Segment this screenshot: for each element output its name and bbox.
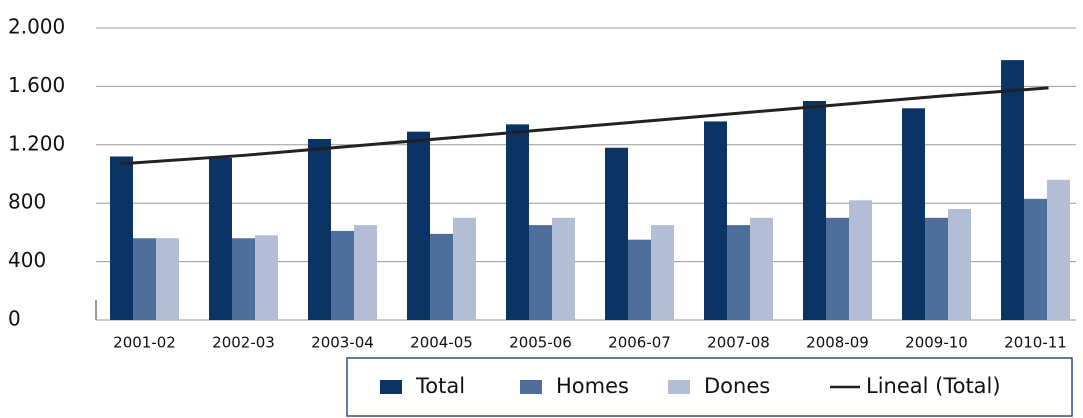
bar xyxy=(552,217,575,320)
x-tick-label: 2006-07 xyxy=(608,334,671,352)
bar xyxy=(331,230,354,320)
y-tick-label: 400 xyxy=(8,248,46,272)
bar xyxy=(628,239,651,320)
x-tick-label: 2002-03 xyxy=(212,334,275,352)
legend-box xyxy=(346,357,1073,417)
bar xyxy=(605,147,628,320)
legend-label: Total xyxy=(415,374,465,398)
legend-swatch xyxy=(668,380,690,394)
bar xyxy=(651,225,674,320)
y-tick-label: 1.200 xyxy=(8,131,65,155)
bar xyxy=(209,157,232,320)
y-tick-label: 2.000 xyxy=(8,15,65,39)
bar xyxy=(826,217,849,320)
bar xyxy=(803,101,826,320)
x-tick-label: 2005-06 xyxy=(509,334,572,352)
legend-swatch xyxy=(520,380,542,394)
bar xyxy=(506,124,529,320)
legend-label: Lineal (Total) xyxy=(866,374,1001,398)
bar xyxy=(110,156,133,320)
bar xyxy=(925,217,948,320)
legend-label: Homes xyxy=(556,374,629,398)
bar xyxy=(354,225,377,320)
bar xyxy=(1001,60,1024,321)
bar xyxy=(430,233,453,320)
x-tick-label: 2009-10 xyxy=(905,334,968,352)
bar xyxy=(750,217,773,320)
bar xyxy=(704,121,727,320)
y-tick-label: 800 xyxy=(8,190,46,214)
bar xyxy=(156,238,179,320)
bar xyxy=(727,225,750,320)
x-tick-label: 2004-05 xyxy=(410,334,473,352)
bar xyxy=(232,238,255,320)
y-tick-label: 1.600 xyxy=(8,73,65,97)
x-tick-label: 2001-02 xyxy=(113,334,176,352)
x-tick-label: 2003-04 xyxy=(311,334,374,352)
bar xyxy=(902,108,925,320)
x-tick-label: 2007-08 xyxy=(707,334,770,352)
bar xyxy=(407,131,430,320)
x-tick-label: 2010-11 xyxy=(1004,334,1067,352)
bar xyxy=(948,209,971,320)
y-tick-label: 0 xyxy=(8,307,21,331)
trend-line xyxy=(120,86,1049,166)
bar xyxy=(529,225,552,320)
bar xyxy=(1024,198,1047,320)
bar xyxy=(849,200,872,320)
bar xyxy=(308,138,331,320)
legend-swatch xyxy=(380,380,402,394)
x-tick-label: 2008-09 xyxy=(806,334,869,352)
legend-label: Dones xyxy=(704,374,770,398)
bar xyxy=(453,217,476,320)
bar xyxy=(133,238,156,320)
bar xyxy=(255,235,278,320)
bar xyxy=(1047,179,1070,320)
